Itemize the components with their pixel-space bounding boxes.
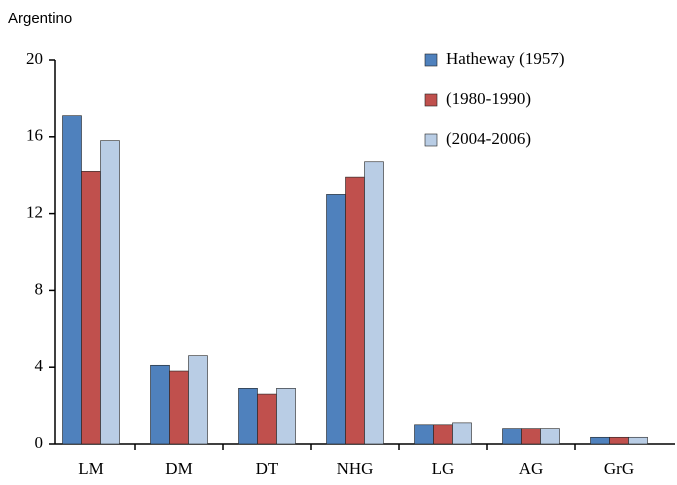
- x-tick-label: LM: [78, 459, 104, 478]
- legend-swatch: [424, 53, 438, 67]
- legend-label: Hatheway (1957): [446, 49, 565, 68]
- x-tick-label: DT: [256, 459, 279, 478]
- bar: [169, 370, 189, 445]
- bar: [150, 364, 170, 445]
- bar: [257, 393, 277, 445]
- bar: [81, 171, 101, 445]
- bar: [62, 115, 82, 445]
- bar: [628, 436, 648, 445]
- legend-swatch: [424, 133, 438, 147]
- bar: [238, 388, 258, 445]
- y-tick-label: 4: [35, 356, 44, 375]
- x-tick-label: AG: [519, 459, 544, 478]
- bar: [326, 194, 346, 445]
- x-tick-label: DM: [165, 459, 192, 478]
- bar: [276, 388, 296, 445]
- legend-label: (1980-1990): [446, 89, 531, 108]
- bar: [433, 424, 453, 445]
- y-tick-label: 12: [26, 203, 43, 222]
- bar: [521, 428, 541, 445]
- bar: [540, 428, 560, 445]
- x-tick-label: GrG: [604, 459, 634, 478]
- bar: [364, 161, 384, 445]
- bar: [345, 176, 365, 445]
- bar: [452, 422, 472, 445]
- y-tick-label: 8: [35, 279, 44, 298]
- bar: [502, 428, 522, 445]
- y-tick-label: 20: [26, 49, 43, 68]
- bar: [100, 140, 120, 445]
- bar: [188, 355, 208, 445]
- legend-label: (2004-2006): [446, 129, 531, 148]
- y-tick-label: 0: [35, 433, 44, 452]
- legend-swatch: [424, 93, 438, 107]
- x-tick-label: LG: [432, 459, 455, 478]
- bar: [590, 436, 610, 445]
- y-tick-label: 16: [26, 126, 43, 145]
- bar: [609, 436, 629, 445]
- bar: [414, 424, 434, 445]
- x-tick-label: NHG: [337, 459, 374, 478]
- chart-title: Argentino: [8, 10, 72, 27]
